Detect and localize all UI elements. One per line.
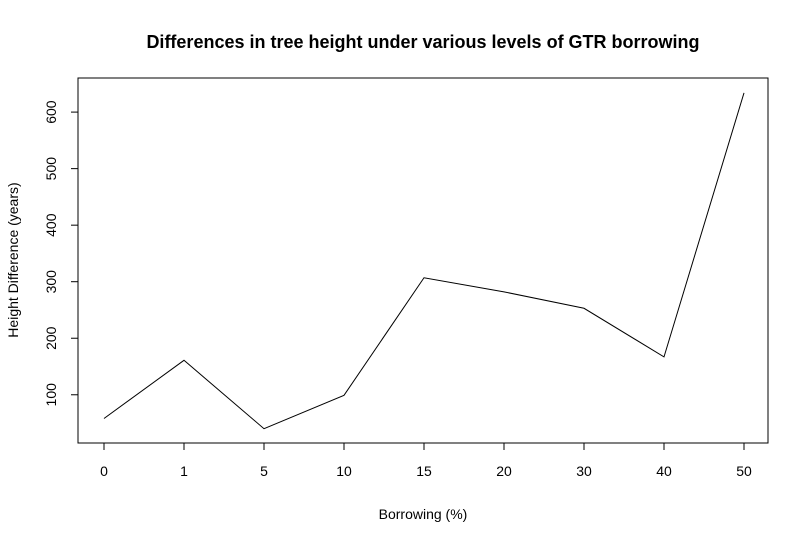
x-axis-label: Borrowing (%) [379,506,468,522]
series-group [103,92,745,430]
y-axis-label: Height Difference (years) [5,182,21,337]
chart-title: Differences in tree height under various… [146,32,699,52]
x-tick-label: 50 [736,463,752,479]
x-axis: 0 1 5 10 15 20 30 40 50 [100,442,752,479]
y-tick-label: 100 [43,383,59,407]
y-tick-label: 200 [43,326,59,350]
plot-area-border [77,77,769,444]
y-tick-label: 600 [43,100,59,124]
x-tick-label: 30 [576,463,592,479]
x-tick-label: 1 [180,463,188,479]
y-tick-label: 500 [43,157,59,181]
x-tick-label: 20 [496,463,512,479]
y-tick-label: 300 [43,270,59,294]
x-tick-label: 0 [100,463,108,479]
y-tick-label: 400 [43,213,59,237]
y-axis: 100 200 300 400 500 600 [43,100,79,407]
x-tick-label: 10 [336,463,352,479]
series-line [103,92,745,430]
x-tick-label: 5 [260,463,268,479]
x-tick-label: 15 [416,463,432,479]
x-tick-label: 40 [656,463,672,479]
